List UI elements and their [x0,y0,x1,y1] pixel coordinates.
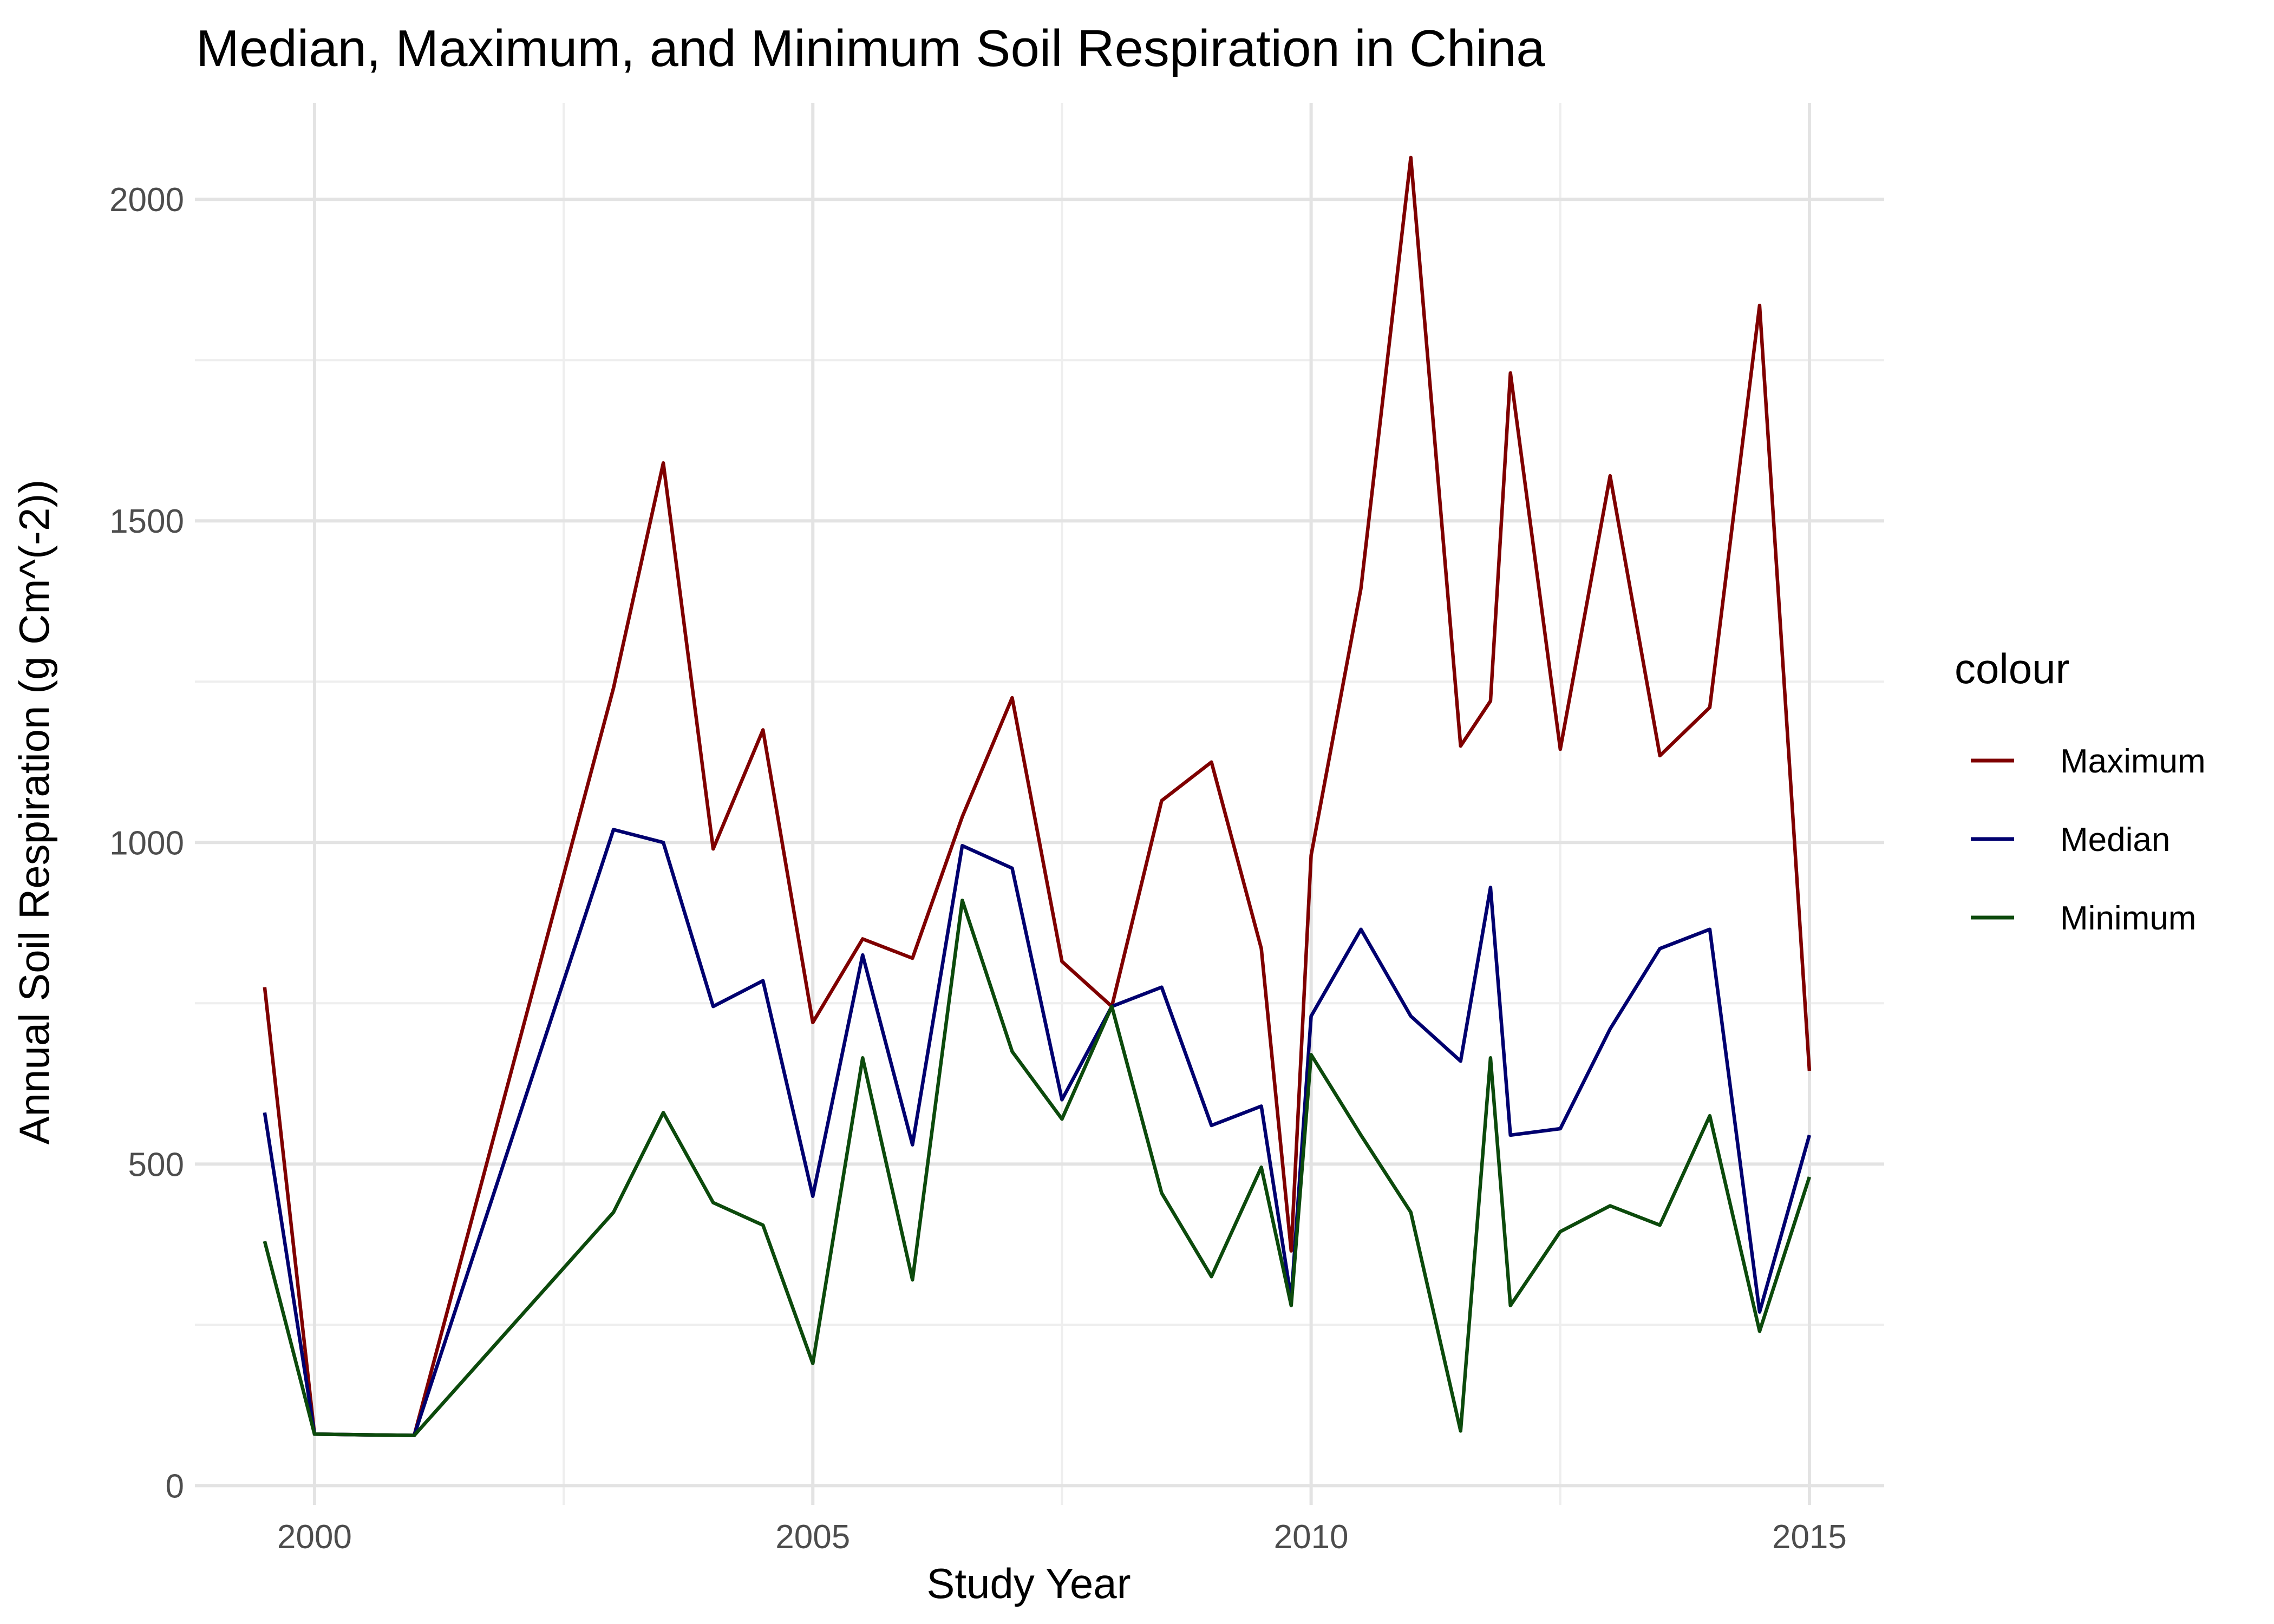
x-tick-label: 2005 [775,1518,850,1556]
legend-label-median: Median [2060,821,2170,859]
legend-label-maximum: Maximum [2060,743,2206,780]
series-lines [263,155,1812,1437]
legend-label-minimum: Minimum [2060,900,2196,937]
y-tick-label: 500 [128,1146,184,1183]
series-line-median [263,828,1812,1437]
y-tick-label: 1000 [109,824,184,862]
chart-title: Median, Maximum, and Minimum Soil Respir… [196,19,1545,77]
y-tick-label: 0 [166,1468,184,1505]
series-line-minimum [263,898,1811,1437]
legend: colour Maximum Median Minimum [1955,645,2206,937]
series-line-maximum [263,155,1812,1437]
x-tick-label: 2000 [277,1518,352,1556]
x-tick-label: 2015 [1772,1518,1847,1556]
x-tick-label: 2010 [1274,1518,1349,1556]
y-tick-labels: 0 500 1000 1500 2000 [109,181,184,1505]
x-axis-title: Study Year [926,1560,1131,1607]
y-tick-label: 2000 [109,181,184,219]
legend-keys: Maximum Median Minimum [1971,743,2206,937]
legend-title: colour [1955,645,2069,692]
x-tick-labels: 2000 2005 2010 2015 [277,1518,1847,1556]
y-tick-label: 1500 [109,503,184,540]
y-axis-title: Annual Soil Respiration (g Cm^(-2)) [10,480,58,1145]
